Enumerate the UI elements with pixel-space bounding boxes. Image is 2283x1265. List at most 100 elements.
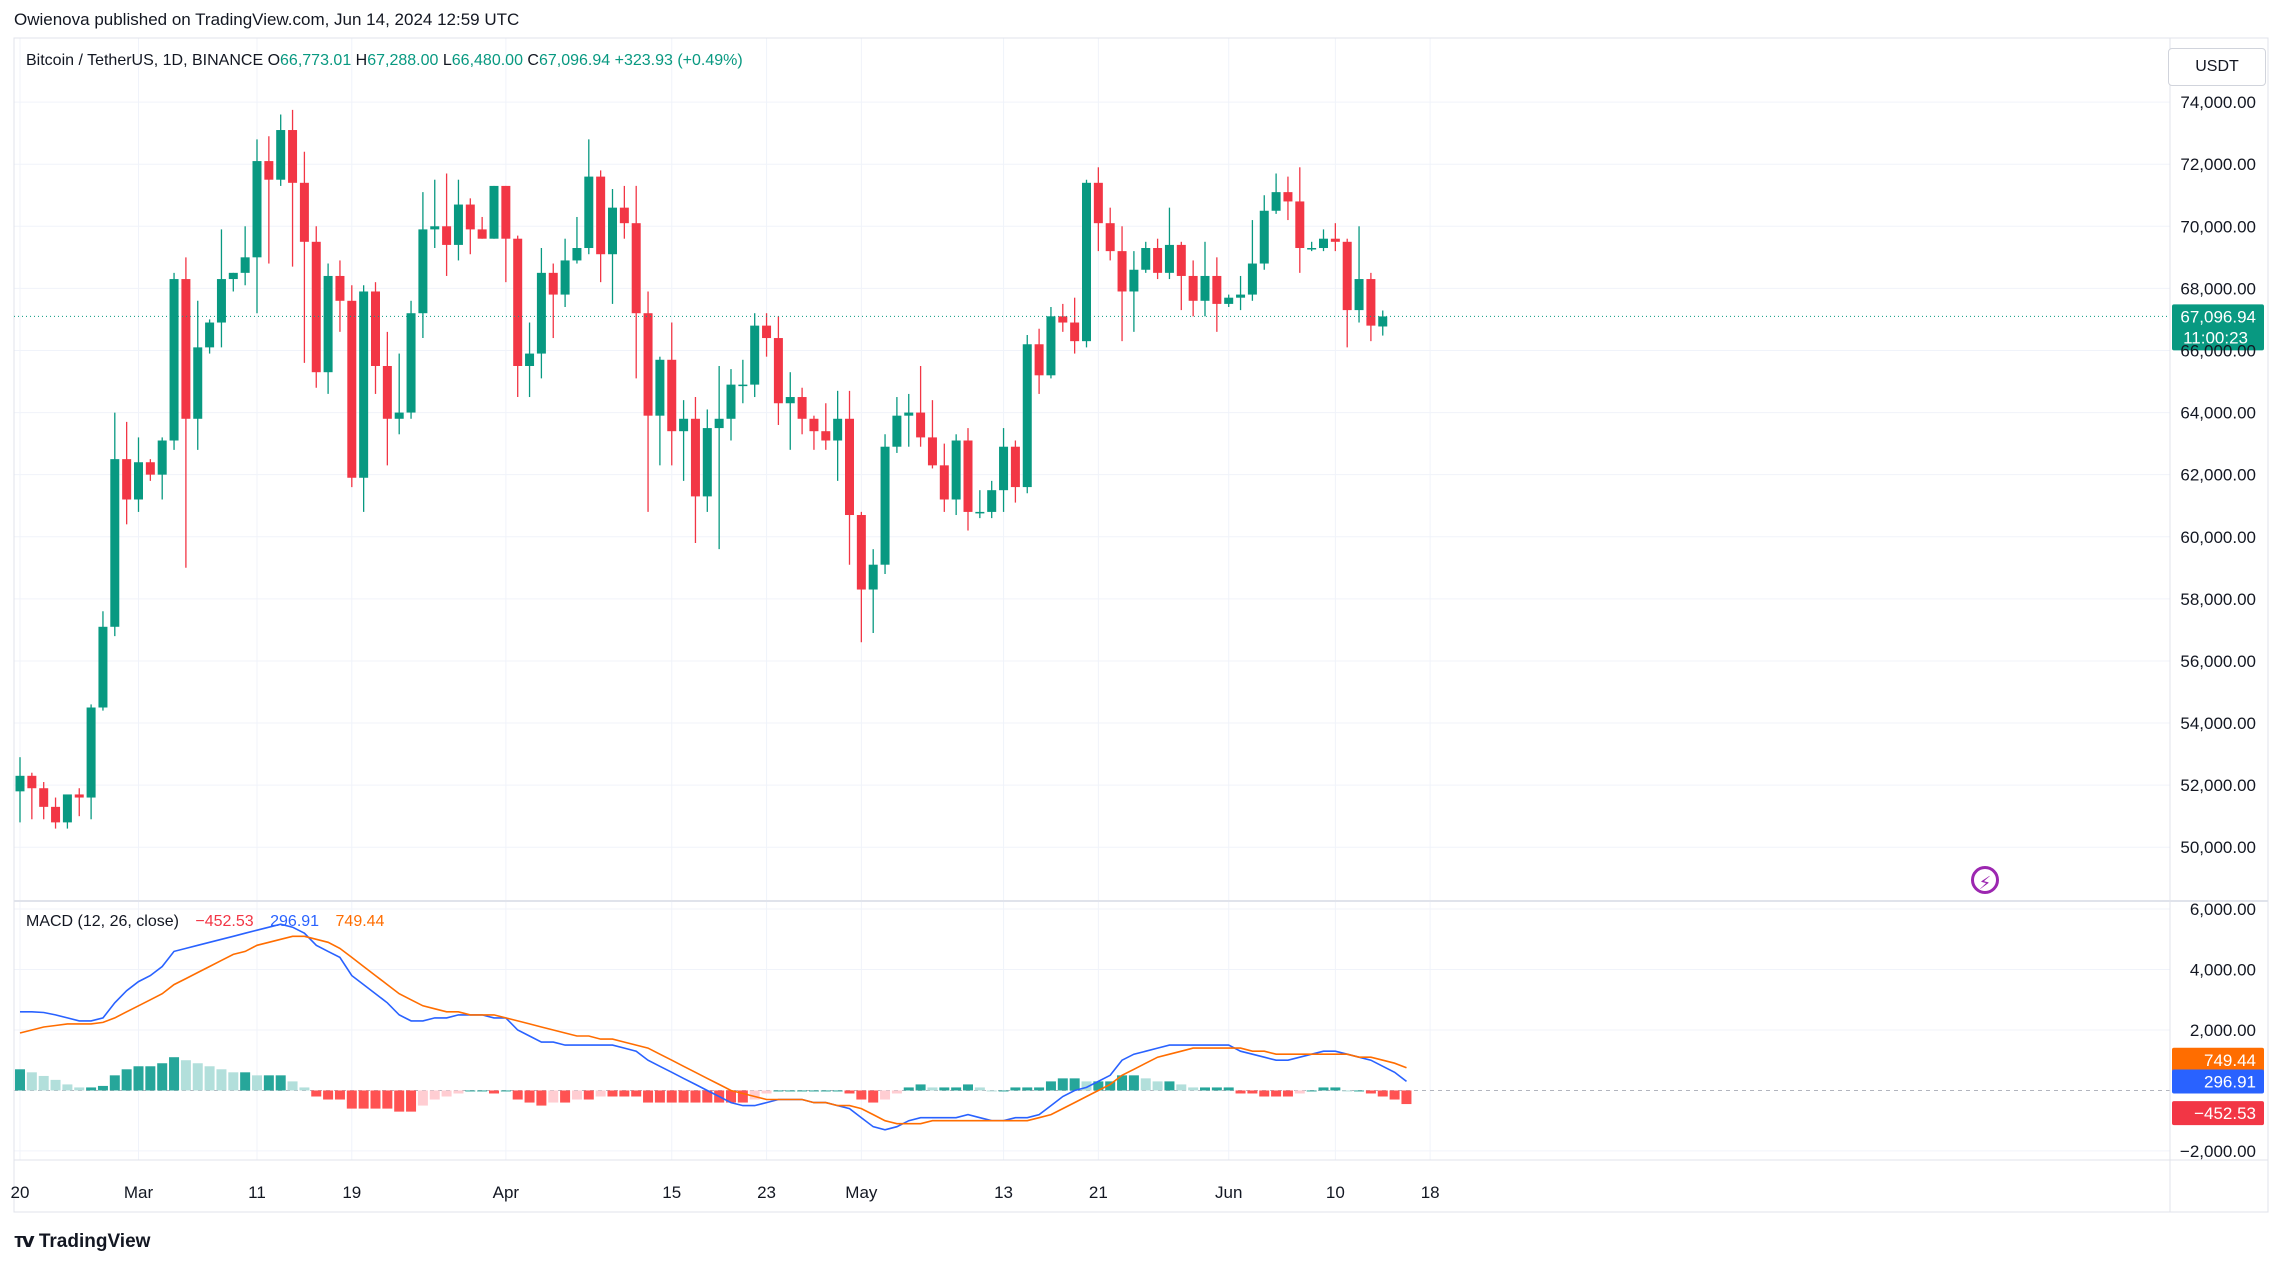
signal-line bbox=[19, 935, 1407, 1125]
macd-histogram-bar bbox=[678, 1090, 689, 1103]
macd-histogram-bar bbox=[512, 1090, 523, 1100]
macd-histogram-bar bbox=[62, 1084, 73, 1091]
macd-histogram-bar bbox=[1377, 1090, 1388, 1097]
macd-histogram-bar bbox=[1057, 1078, 1068, 1091]
candle-body bbox=[525, 353, 535, 366]
macd-histogram-bar bbox=[406, 1090, 417, 1112]
candle-body bbox=[513, 238, 523, 366]
candle-body bbox=[169, 279, 179, 441]
x-tick-label: 20 bbox=[11, 1183, 30, 1202]
price-tick-label: 52,000.00 bbox=[2180, 776, 2256, 795]
x-tick-label: 19 bbox=[342, 1183, 361, 1202]
macd-histogram-bar bbox=[832, 1090, 843, 1092]
currency-button[interactable]: USDT bbox=[2168, 48, 2266, 86]
grid-lines bbox=[14, 38, 2170, 1160]
open-value: 66,773.01 bbox=[280, 52, 352, 69]
published-caption: Owienova published on TradingView.com, J… bbox=[14, 10, 520, 29]
candle-body bbox=[311, 241, 321, 373]
macd-histogram-bar bbox=[1176, 1084, 1187, 1091]
x-tick-label: Jun bbox=[1215, 1183, 1242, 1202]
low-value: 66,480.00 bbox=[451, 52, 523, 69]
macd-histogram-bar bbox=[26, 1072, 37, 1091]
macd-tick-label: 2,000.00 bbox=[2190, 1021, 2256, 1040]
macd-histogram-bar bbox=[50, 1079, 61, 1091]
candle-body bbox=[110, 459, 120, 627]
macd-histogram-bar bbox=[1306, 1090, 1317, 1092]
candle-body bbox=[750, 325, 760, 385]
tradingview-logo[interactable]: ᴛⅴ TradingView bbox=[14, 1228, 150, 1253]
candle-body bbox=[738, 384, 748, 387]
candle-body bbox=[821, 431, 831, 441]
macd-histogram-bar bbox=[252, 1075, 262, 1091]
macd-signal-value: 749.44 bbox=[335, 913, 385, 930]
flash-icon[interactable]: ⚡ bbox=[1971, 866, 1999, 894]
macd-histogram-bar bbox=[868, 1090, 879, 1103]
candle-body bbox=[702, 428, 712, 497]
candle-body bbox=[584, 176, 594, 249]
macd-histogram-bar bbox=[998, 1090, 1009, 1092]
candle-body bbox=[596, 176, 606, 255]
candle-body bbox=[951, 440, 961, 500]
candle-body bbox=[1129, 269, 1139, 292]
candle-body bbox=[655, 359, 665, 416]
macd-tick-label: 6,000.00 bbox=[2190, 900, 2256, 919]
candle-body bbox=[1034, 344, 1044, 376]
candle-body bbox=[560, 260, 570, 295]
macd-histogram-bar bbox=[121, 1069, 132, 1091]
macd-histogram-bar bbox=[690, 1090, 701, 1103]
candle-body bbox=[240, 257, 250, 273]
candle-body bbox=[1105, 223, 1115, 252]
candle-body bbox=[193, 347, 203, 419]
macd-histogram-bar bbox=[1069, 1078, 1080, 1091]
candle-body bbox=[501, 185, 511, 239]
high-label: H bbox=[355, 52, 368, 69]
candlestick-series bbox=[15, 109, 1388, 829]
macd-histogram-value: −452.53 bbox=[195, 913, 254, 930]
candle-body bbox=[975, 511, 985, 514]
candle-body bbox=[1330, 238, 1340, 242]
candle-body bbox=[122, 459, 132, 500]
candle-body bbox=[880, 446, 890, 565]
macd-histogram-bar bbox=[974, 1087, 985, 1091]
macd-histogram-bar bbox=[785, 1090, 796, 1092]
candle-body bbox=[394, 412, 404, 419]
price-tick-label: 50,000.00 bbox=[2180, 838, 2256, 857]
close-label: C bbox=[527, 52, 539, 69]
macd-histogram-bar bbox=[334, 1090, 345, 1100]
macd-histogram-bar bbox=[216, 1069, 227, 1091]
macd-histogram-bar bbox=[1045, 1081, 1056, 1091]
macd-histogram-bar bbox=[548, 1090, 559, 1103]
macd-histogram-bar bbox=[939, 1087, 950, 1091]
candle-body bbox=[999, 446, 1009, 491]
candle-body bbox=[406, 313, 416, 413]
macd-histogram-bar bbox=[1188, 1087, 1199, 1091]
candle-body bbox=[916, 412, 926, 438]
symbol-legend: Bitcoin / TetherUS, 1D, BINANCE O66,773.… bbox=[26, 52, 743, 70]
candle-body bbox=[785, 397, 795, 404]
macd-histogram-bar bbox=[358, 1090, 369, 1109]
candle-body bbox=[809, 418, 819, 432]
macd-legend: MACD (12, 26, close) −452.53 296.91 749.… bbox=[26, 913, 384, 931]
candle-body bbox=[62, 794, 72, 823]
candle-body bbox=[465, 204, 475, 230]
candle-body bbox=[288, 130, 298, 183]
candle-body bbox=[335, 275, 345, 301]
macd-histogram-bar bbox=[607, 1090, 618, 1097]
candle-body bbox=[1153, 248, 1163, 273]
macd-histogram-bar bbox=[820, 1090, 831, 1092]
macd-histogram-bar bbox=[133, 1066, 144, 1091]
macd-histogram-bar bbox=[915, 1084, 926, 1091]
macd-histogram-bar bbox=[145, 1066, 156, 1091]
candle-body bbox=[1319, 238, 1328, 249]
candle-body bbox=[323, 275, 333, 373]
candle-body bbox=[845, 418, 854, 516]
candle-body bbox=[608, 207, 617, 255]
candle-body bbox=[679, 418, 689, 432]
macd-histogram-bar bbox=[417, 1090, 428, 1106]
change-value: +323.93 (+0.49%) bbox=[614, 52, 743, 69]
candle-body bbox=[1010, 446, 1020, 488]
x-tick-label: 15 bbox=[662, 1183, 681, 1202]
macd-histogram-bar bbox=[702, 1090, 713, 1103]
candle-body bbox=[27, 775, 37, 789]
